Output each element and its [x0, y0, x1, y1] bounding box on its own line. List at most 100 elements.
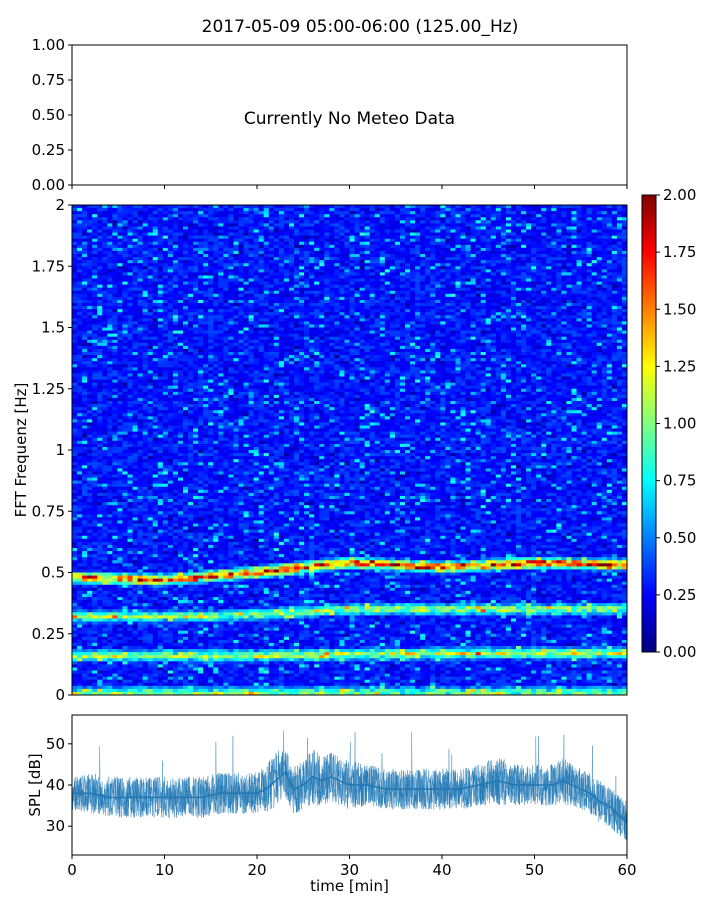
spectrogram-cell: [107, 514, 113, 518]
spectrogram-cell: [188, 208, 194, 212]
spectrogram-cell: [213, 603, 219, 607]
spectrogram-cell: [183, 691, 189, 696]
spectrogram-cell: [203, 673, 209, 678]
spectrogram-cell: [87, 621, 93, 625]
spectrogram-cell: [97, 477, 103, 482]
spectrogram-cell: [102, 655, 108, 659]
spectrogram-cell: [157, 590, 164, 595]
spectrogram-cell: [188, 499, 194, 503]
spectrogram-cell: [172, 330, 179, 335]
spectrogram-cell: [82, 321, 88, 325]
spectrogram-cell: [77, 321, 83, 325]
spectrogram-cell: [112, 303, 118, 307]
spectrogram-cell: [198, 667, 204, 671]
spectrogram-cell: [77, 303, 83, 307]
spectrogram-cell: [188, 278, 194, 282]
spectrogram-cell: [167, 529, 174, 534]
spectrogram-cell: [218, 554, 224, 558]
spectrogram-cell: [183, 532, 189, 537]
spectrogram-cell: [218, 330, 224, 335]
spectrogram-cell: [183, 388, 189, 393]
spectrogram-cell: [97, 330, 103, 335]
spectrogram-cell: [213, 499, 219, 503]
spectrogram-cell: [152, 296, 159, 301]
spectrogram-cell: [172, 434, 179, 439]
spectrogram-cell: [223, 327, 229, 331]
spectrogram-cell: [72, 324, 78, 328]
spectrogram-cell: [152, 275, 159, 279]
spectrogram-cell: [87, 529, 93, 534]
spectrogram-cell: [172, 419, 179, 423]
spectrogram-cell: [127, 290, 133, 295]
spectrogram-cell: [177, 272, 184, 276]
spectrogram-cell: [193, 462, 199, 466]
spectrogram-cell: [172, 416, 179, 420]
spectrogram-cell: [167, 667, 174, 671]
spectrogram-cell: [127, 612, 133, 616]
spectrogram-cell: [157, 299, 164, 304]
spectrogram-cell: [127, 339, 133, 344]
spectrogram-cell: [162, 615, 169, 619]
spectrogram-cell: [213, 569, 219, 573]
spectrogram-cell: [223, 407, 229, 411]
spectrogram-cell: [223, 597, 229, 601]
spectrogram-cell: [162, 486, 169, 491]
spectrogram-cell: [198, 569, 204, 573]
spectrogram-cell: [112, 342, 118, 347]
spectrogram-cell: [122, 220, 128, 224]
spectrogram-cell: [82, 299, 88, 304]
spectrogram-cell: [157, 495, 164, 500]
spectrogram-cell: [107, 691, 113, 696]
spectrogram-cell: [172, 492, 179, 497]
spectrogram-cell: [72, 636, 78, 641]
spectrogram-cell: [188, 287, 194, 292]
spectrogram-cell: [223, 348, 229, 353]
spectrogram-cell: [162, 422, 169, 426]
spectrogram-cell: [208, 658, 214, 662]
spectrogram-cell: [92, 544, 98, 549]
spectrogram-cell: [137, 566, 144, 570]
spectrogram-cell: [112, 453, 118, 457]
spectrogram-cell: [177, 578, 184, 583]
spectrogram-cell: [72, 511, 78, 515]
spectrogram-cell: [177, 664, 184, 668]
spectrogram-cell: [137, 260, 144, 264]
spectrogram-cell: [87, 679, 93, 684]
spectrogram-cell: [183, 287, 189, 292]
spectrogram-cell: [82, 309, 88, 313]
spectrogram-cell: [97, 211, 103, 215]
spectrogram-cell: [82, 593, 88, 598]
spectrogram-cell: [112, 502, 118, 506]
spectrogram-cell: [122, 391, 128, 396]
spectrogram-cell: [203, 330, 209, 335]
spectrogram-cell: [82, 306, 88, 310]
spectrogram-cell: [198, 649, 204, 653]
spectrogram-cell: [142, 548, 149, 552]
spectrogram-cell: [172, 306, 179, 310]
spectrogram-cell: [183, 437, 189, 442]
spectrogram-cell: [193, 453, 199, 457]
spectrogram-cell: [127, 397, 133, 402]
spectrogram-cell: [102, 581, 108, 586]
spectrogram-cell: [92, 526, 98, 531]
spectrogram-cell: [82, 483, 88, 488]
spectrogram-cell: [198, 281, 204, 286]
spectrogram-cell: [223, 324, 229, 328]
spectrogram-cell: [213, 563, 219, 567]
spectrogram-cell: [107, 422, 113, 426]
spectrogram-cell: [97, 523, 103, 527]
spectrogram-cell: [213, 627, 219, 632]
spectrogram-cell: [77, 462, 83, 466]
spectrogram-cell: [122, 254, 128, 258]
spectrogram-cell: [218, 226, 224, 230]
spectrogram-cell: [87, 257, 93, 261]
spectrogram-cell: [203, 376, 209, 380]
spectrogram-cell: [102, 618, 108, 622]
spectrogram-cell: [102, 652, 108, 656]
spectrogram-cell: [107, 685, 113, 690]
spectrogram-cell: [142, 450, 149, 454]
spectrogram-cell: [127, 636, 133, 641]
spectrogram-cell: [102, 590, 108, 595]
spectrogram-cell: [188, 250, 194, 255]
spectrogram-cell: [112, 474, 118, 478]
